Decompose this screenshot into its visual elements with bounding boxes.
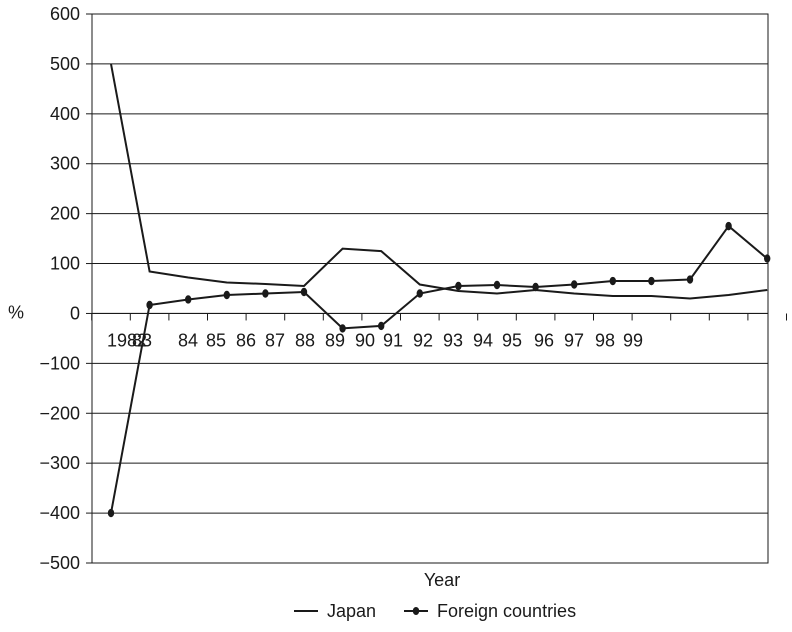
data-point xyxy=(223,290,230,300)
x-tick-label: 92 xyxy=(413,330,433,350)
x-tick-label: 87 xyxy=(265,330,285,350)
x-tick-label: 99 xyxy=(623,330,643,350)
y-tick-label: 0 xyxy=(70,303,80,323)
y-tick-label: 200 xyxy=(50,204,80,224)
x-tick-label: 89 xyxy=(325,330,345,350)
x-tick-label: 91 xyxy=(383,330,403,350)
data-point xyxy=(416,289,423,298)
data-point xyxy=(725,221,732,231)
data-point xyxy=(300,287,308,297)
axes xyxy=(86,13,787,564)
x-axis-label: Year xyxy=(424,570,460,590)
y-tick-label: −400 xyxy=(39,503,80,523)
y-tick-labels: −500 −400 −300 −200 −100 0 100 200 300 400 500 600 xyxy=(39,4,80,573)
data-point xyxy=(764,254,771,263)
data-point xyxy=(339,324,346,333)
data-point xyxy=(378,321,385,331)
series-line-japan xyxy=(110,63,768,300)
series-line-foreign-countries xyxy=(110,224,768,514)
y-tick-label: −200 xyxy=(39,403,80,423)
x-tick-label: 85 xyxy=(206,330,226,350)
x-tick-label: 83 xyxy=(132,330,152,350)
x-tick-label: 1982 xyxy=(107,330,147,350)
x-tick-label: 93 xyxy=(443,330,463,350)
y-tick-label: 600 xyxy=(50,4,80,24)
y-tick-label: 400 xyxy=(50,104,80,124)
data-point xyxy=(609,276,616,286)
x-tick-label: 94 xyxy=(473,330,493,350)
data-point xyxy=(146,300,153,310)
data-point xyxy=(455,281,462,291)
data-point xyxy=(532,282,539,292)
data-point xyxy=(262,289,269,298)
legend-label-japan: Japan xyxy=(327,601,376,621)
y-tick-label: 500 xyxy=(50,54,80,74)
gridlines xyxy=(92,13,768,514)
data-point xyxy=(493,280,501,290)
y-axis-label: % xyxy=(8,302,24,322)
legend-marker-foreign-countries xyxy=(412,607,420,615)
data-point xyxy=(571,280,578,289)
legend-label-foreign-countries: Foreign countries xyxy=(437,601,576,621)
data-point xyxy=(686,275,694,284)
x-tick-label: 88 xyxy=(295,330,315,350)
x-tick-label: 86 xyxy=(236,330,256,350)
x-tick-label: 98 xyxy=(595,330,615,350)
x-tick-label: 90 xyxy=(355,330,375,350)
y-tick-label: −500 xyxy=(39,553,80,573)
data-point xyxy=(648,276,655,286)
data-point xyxy=(185,295,192,304)
y-tick-label: 100 xyxy=(50,254,80,274)
data-point xyxy=(107,508,115,518)
legend: Japan Foreign countries xyxy=(294,601,576,621)
x-tick-label: 97 xyxy=(564,330,584,350)
plot-border xyxy=(91,13,769,564)
y-tick-label: 300 xyxy=(50,154,80,174)
y-tick-label: −100 xyxy=(39,353,80,373)
x-tick-label: 96 xyxy=(534,330,554,350)
y-tick-label: −300 xyxy=(39,453,80,473)
x-tick-label: 95 xyxy=(502,330,522,350)
x-tick-label: 84 xyxy=(178,330,198,350)
series-lines xyxy=(107,63,771,518)
